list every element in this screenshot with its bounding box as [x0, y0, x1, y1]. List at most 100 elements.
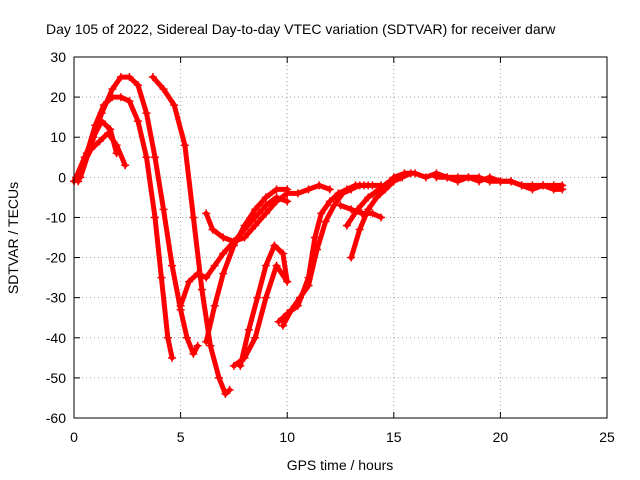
y-tick-label: -30: [46, 290, 66, 306]
data-point: [549, 185, 558, 194]
data-point: [368, 181, 377, 190]
data-point: [528, 185, 537, 194]
data-point: [342, 221, 351, 230]
data-point: [304, 273, 313, 282]
y-tick-label: 20: [50, 89, 66, 105]
data-point: [219, 233, 228, 242]
series-arc-12: [274, 181, 386, 326]
data-point: [355, 225, 364, 234]
data-point: [180, 141, 189, 150]
data-point: [219, 269, 228, 278]
y-tick-label: -10: [46, 209, 66, 225]
data-point: [151, 213, 160, 222]
grid-layer: [74, 57, 607, 418]
data-point: [148, 73, 157, 82]
data-point: [189, 349, 198, 358]
data-point: [315, 181, 324, 190]
data-point: [272, 261, 281, 270]
x-tick-label: 10: [279, 429, 295, 445]
y-tick-label: 30: [50, 49, 66, 65]
data-point: [142, 153, 151, 162]
series-arc-4: [76, 73, 202, 358]
data-point: [170, 101, 179, 110]
y-tick-label: 0: [58, 169, 66, 185]
data-point: [236, 361, 245, 370]
x-tick-label: 20: [493, 429, 509, 445]
chart-title: Day 105 of 2022, Sidereal Day-to-day VTE…: [46, 21, 556, 37]
data-point: [76, 173, 85, 182]
data-point: [74, 177, 83, 186]
data-point: [334, 189, 343, 198]
data-point: [176, 301, 185, 310]
data-point: [389, 173, 398, 182]
data-point: [351, 181, 360, 190]
data-point: [293, 301, 302, 310]
series-layer: [70, 73, 567, 398]
series-arc-10: [236, 241, 292, 370]
data-point: [151, 153, 160, 162]
data-point: [310, 233, 319, 242]
data-point: [283, 189, 292, 198]
data-point: [251, 221, 260, 230]
data-point: [400, 169, 409, 178]
data-point: [278, 249, 287, 258]
data-point: [270, 241, 279, 250]
data-point: [261, 209, 270, 218]
data-point: [202, 337, 211, 346]
data-point: [219, 249, 228, 258]
data-point: [221, 389, 230, 398]
series-arc-15: [342, 173, 405, 230]
data-point: [278, 321, 287, 330]
data-point: [251, 333, 260, 342]
data-point: [304, 185, 313, 194]
data-point: [159, 205, 168, 214]
data-point: [485, 177, 494, 186]
tick-layer: 0 5 10 15 20 25 -60 -50 -40 -30 -20 -10 0 10 20 30: [46, 49, 615, 445]
data-point: [283, 277, 292, 286]
data-point: [244, 325, 253, 334]
data-point: [125, 73, 134, 82]
data-point: [347, 253, 356, 262]
x-tick-label: 25: [599, 429, 615, 445]
data-point: [95, 137, 104, 146]
data-point: [453, 177, 462, 186]
data-point: [106, 125, 115, 134]
data-point: [251, 205, 260, 214]
data-point: [116, 93, 125, 102]
data-point: [374, 185, 383, 194]
data-point: [97, 109, 106, 118]
data-point: [125, 97, 134, 106]
data-point: [210, 261, 219, 270]
data-point: [364, 205, 373, 214]
data-point: [253, 293, 262, 302]
data-point: [185, 277, 194, 286]
data-point: [464, 173, 473, 182]
data-point: [272, 197, 281, 206]
data-point: [342, 185, 351, 194]
y-tick-label: -20: [46, 250, 66, 266]
data-point: [385, 177, 394, 186]
data-point: [87, 141, 96, 150]
data-point: [475, 173, 484, 182]
data-point: [274, 317, 283, 326]
x-tick-label: 5: [177, 429, 185, 445]
y-tick-label: -60: [46, 410, 66, 426]
x-tick-label: 0: [70, 429, 78, 445]
data-point: [496, 177, 505, 186]
data-point: [182, 333, 191, 342]
data-point: [121, 161, 130, 170]
data-point: [325, 197, 334, 206]
data-point: [193, 341, 202, 350]
data-point: [421, 173, 430, 182]
series-arc-8: [202, 181, 334, 246]
data-point: [377, 213, 386, 222]
data-point: [214, 373, 223, 382]
data-point: [159, 85, 168, 94]
data-point: [202, 209, 211, 218]
data-point: [261, 293, 270, 302]
data-point: [189, 213, 198, 222]
data-point: [353, 205, 362, 214]
data-point: [293, 189, 302, 198]
data-point: [359, 181, 368, 190]
data-point: [197, 285, 206, 294]
